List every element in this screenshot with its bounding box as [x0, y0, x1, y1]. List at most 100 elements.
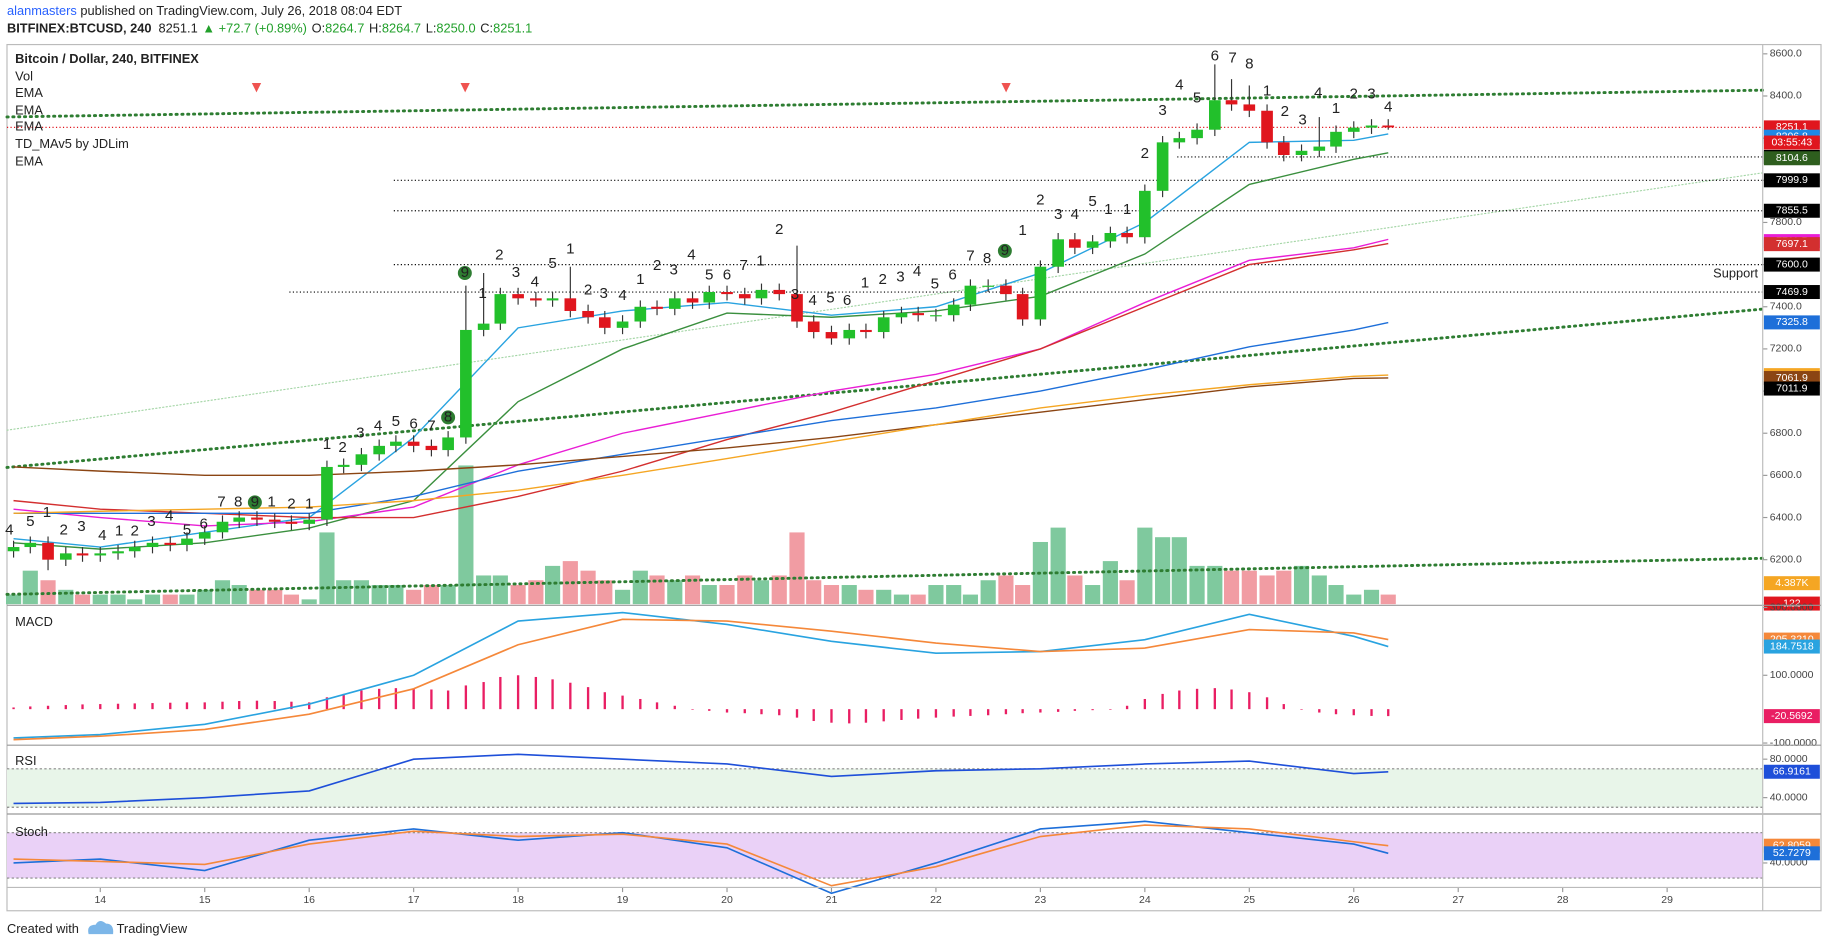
histogram-bar — [1125, 705, 1129, 710]
candle-body — [390, 441, 402, 446]
price-badge-label: 52.7279 — [1773, 848, 1811, 859]
candle-body — [1121, 232, 1133, 238]
candle-body — [877, 317, 890, 333]
moving-average — [13, 377, 1389, 477]
price-badge-label: 7697.1 — [1776, 239, 1808, 250]
td-label: 2 — [338, 439, 346, 456]
volume-bar — [1346, 594, 1362, 605]
td-label: 3 — [1367, 86, 1375, 103]
candle-body — [94, 553, 107, 556]
histogram-bar — [325, 697, 329, 710]
volume-bar — [649, 575, 665, 605]
histogram-bar — [952, 709, 955, 717]
volume-bar — [1085, 585, 1101, 605]
volume-bar — [1102, 561, 1118, 605]
histogram-bar — [185, 702, 189, 710]
volume-bar — [249, 589, 265, 605]
histogram-bar — [116, 703, 120, 710]
logo-icon — [88, 920, 114, 935]
td-label: 4 — [618, 287, 626, 304]
price-badge-label: 4.387K — [1775, 578, 1808, 589]
volume-bar — [544, 565, 561, 605]
candle-body — [530, 298, 542, 301]
td-label: 2 — [287, 496, 295, 513]
chart-frame — [6, 43, 1822, 912]
x-tick-label: 15 — [199, 895, 211, 906]
volume-bar — [179, 594, 195, 605]
td-label: 6 — [843, 292, 851, 309]
price-badge — [1763, 151, 1820, 166]
candle-body — [1347, 127, 1360, 132]
y-tick-label: -100.0000 — [1770, 738, 1817, 749]
candle-body — [1277, 142, 1290, 156]
author[interactable]: alanmasters — [7, 3, 77, 18]
candle-body — [1261, 110, 1273, 143]
histogram-bar — [1248, 692, 1251, 710]
volume-bar — [1119, 580, 1135, 605]
td-label: 4 — [1175, 76, 1183, 93]
histogram-bar — [569, 682, 572, 710]
volume-bar — [1015, 585, 1031, 605]
histogram-bar — [917, 709, 920, 719]
candle-body — [703, 292, 716, 303]
volume-bar — [231, 585, 247, 605]
volume-bar — [1207, 565, 1223, 605]
td-label: 1 — [478, 285, 486, 302]
td-label: 3 — [670, 262, 678, 279]
histogram-bar — [29, 706, 32, 710]
histogram-bar — [1073, 709, 1077, 711]
td-label: 6 — [199, 515, 207, 532]
candle-body — [146, 542, 159, 548]
td-label: 2 — [1141, 145, 1149, 162]
volume-bar — [962, 594, 978, 605]
volume-bar — [1311, 575, 1327, 605]
candle-body — [1243, 104, 1256, 111]
volume-bar — [476, 575, 492, 605]
price-badge — [1763, 764, 1820, 779]
histogram-bar — [273, 701, 276, 710]
header-line: alanmasters published on TradingView.com… — [7, 3, 402, 18]
candle-body — [843, 329, 856, 339]
candle-body — [1139, 190, 1151, 238]
price-badge-label: 8104.6 — [1776, 153, 1808, 164]
band — [6, 832, 1763, 879]
candle-body — [128, 547, 141, 552]
histogram-bar — [133, 703, 136, 710]
td-circle — [997, 243, 1012, 258]
td-label: 2 — [131, 522, 139, 539]
candle-body — [355, 454, 368, 465]
td-label: 2 — [1036, 192, 1044, 209]
brand[interactable]: TradingView — [117, 921, 188, 936]
histogram-bar — [534, 676, 538, 710]
price-badge — [1763, 709, 1820, 724]
td-label: 9 — [251, 493, 259, 510]
td-label: 4 — [531, 273, 539, 290]
candle-body — [1191, 129, 1203, 139]
candle-body — [7, 547, 20, 552]
td-label: 4 — [687, 247, 695, 264]
td-label: 4 — [165, 507, 173, 524]
volume-bar — [92, 594, 108, 605]
histogram-bar — [378, 688, 381, 710]
legend-entry: TD_MAv5 by JDLim — [15, 136, 129, 151]
candle-body — [373, 445, 386, 455]
volume-bar — [806, 580, 822, 605]
x-tick-label: 18 — [512, 895, 524, 906]
candle-body — [303, 519, 316, 524]
price-badge-label: 7999.9 — [1776, 175, 1808, 186]
candle-body — [268, 519, 281, 522]
price-badge-label: -20.5692 — [1771, 711, 1813, 722]
y-tick-label: 7400.0 — [1770, 302, 1802, 313]
candle-body — [1330, 131, 1342, 147]
td-label: 3 — [147, 513, 155, 530]
td-label: 8 — [1245, 56, 1253, 73]
histogram-bar — [464, 685, 468, 710]
histogram-bar — [1178, 690, 1181, 710]
indicator-line — [13, 611, 1389, 739]
histogram-bar — [1352, 709, 1355, 716]
candle-body — [791, 294, 803, 322]
price-badge — [1763, 371, 1820, 386]
trend-line — [5, 556, 1765, 596]
